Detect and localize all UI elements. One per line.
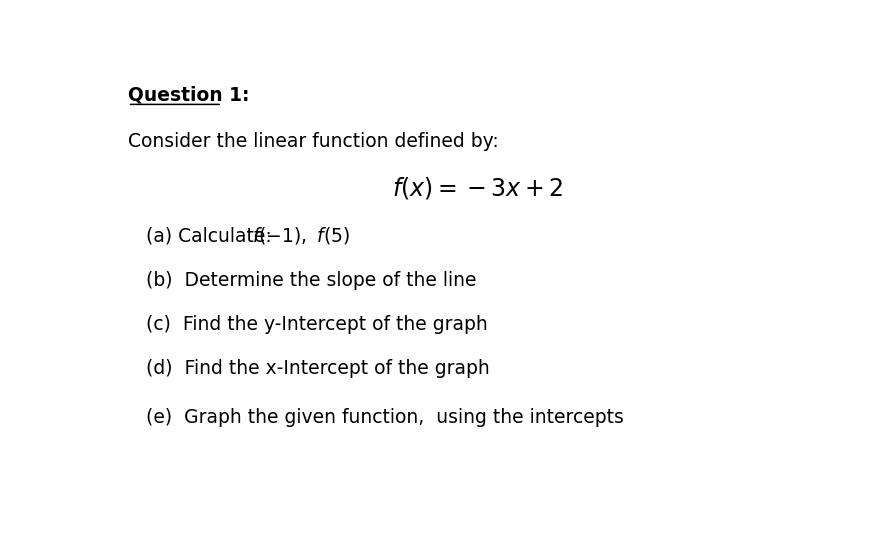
Text: $f(-1),\ f(5)$: $f(-1),\ f(5)$ bbox=[252, 225, 350, 246]
Text: (a) Calculate:: (a) Calculate: bbox=[146, 226, 283, 245]
Text: $f(x) = -3x + 2$: $f(x) = -3x + 2$ bbox=[391, 175, 562, 201]
Text: (b)  Determine the slope of the line: (b) Determine the slope of the line bbox=[146, 271, 476, 290]
Text: (d)  Find the x-Intercept of the graph: (d) Find the x-Intercept of the graph bbox=[146, 359, 489, 379]
Text: Consider the linear function defined by:: Consider the linear function defined by: bbox=[128, 132, 498, 151]
Text: (e)  Graph the given function,  using the intercepts: (e) Graph the given function, using the … bbox=[146, 408, 623, 427]
Text: (c)  Find the y-Intercept of the graph: (c) Find the y-Intercept of the graph bbox=[146, 315, 487, 334]
Text: Question 1:: Question 1: bbox=[128, 86, 249, 104]
